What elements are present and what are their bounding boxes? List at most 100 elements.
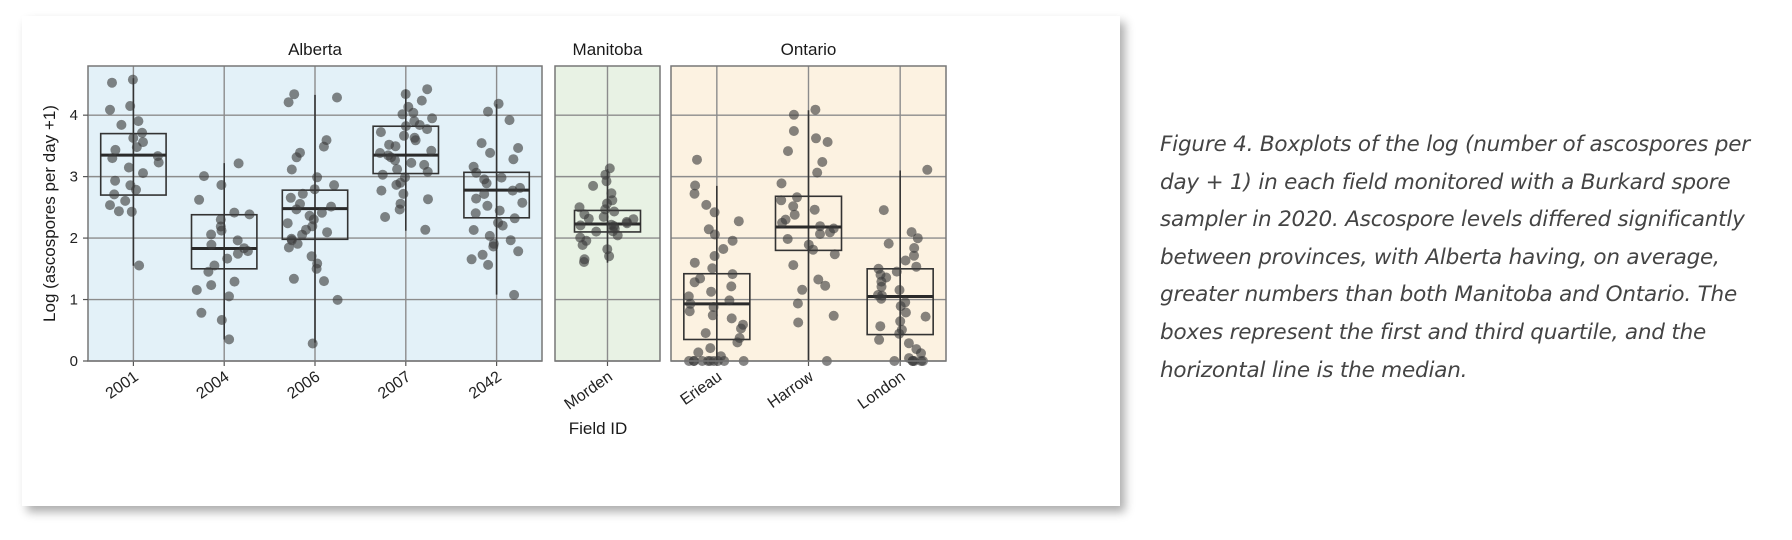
point-2004-11 <box>206 239 217 250</box>
point-2042-13 <box>507 185 518 196</box>
point-Harrow-28 <box>792 298 803 309</box>
point-2001-2 <box>125 101 136 111</box>
point-2007-10 <box>422 124 433 135</box>
xtick-label-Morden: Morden <box>562 368 616 413</box>
point-2007-32 <box>423 194 433 205</box>
point-2007-9 <box>400 121 411 132</box>
point-2001-9 <box>131 142 142 153</box>
point-2006-23 <box>297 229 308 240</box>
xtick-label-2007: 2007 <box>375 368 414 402</box>
point-2004-4 <box>229 207 240 218</box>
point-2006-22 <box>322 227 333 238</box>
point-2007-35 <box>380 212 391 222</box>
point-2007-26 <box>377 169 388 180</box>
point-2004-1 <box>199 171 209 182</box>
point-Erieau-10 <box>709 251 720 261</box>
point-Morden-11 <box>598 211 609 222</box>
point-London-30 <box>916 348 926 359</box>
point-2004-5 <box>244 209 255 220</box>
point-Erieau-4 <box>709 207 720 218</box>
alberta-panel-border <box>87 65 543 362</box>
point-London-15 <box>894 285 905 295</box>
point-Erieau-22 <box>684 306 695 317</box>
point-London-4 <box>883 238 894 249</box>
point-2001-6 <box>137 127 148 138</box>
xtick-label-2004: 2004 <box>194 368 233 402</box>
point-Erieau-8 <box>727 235 738 246</box>
point-Erieau-31 <box>693 347 704 358</box>
xtick-label-London: London <box>855 368 908 413</box>
point-2006-34 <box>307 338 318 349</box>
point-2007-12 <box>399 130 409 141</box>
point-Morden-2 <box>601 176 612 187</box>
point-Erieau-15 <box>689 277 700 288</box>
point-Harrow-15 <box>777 217 788 228</box>
point-Erieau-5 <box>733 216 744 227</box>
point-2006-28 <box>306 251 317 262</box>
boxplot-chart: Alberta 2001 2004 2006 2007 2042 Manitoba Morde… <box>40 40 947 438</box>
point-Harrow-12 <box>809 204 820 215</box>
point-Erieau-29 <box>732 337 743 348</box>
point-2006-10 <box>309 184 320 195</box>
point-2004-16 <box>209 260 220 271</box>
point-Harrow-4 <box>822 137 833 147</box>
point-Harrow-19 <box>815 229 825 239</box>
point-2001-5 <box>116 119 127 130</box>
point-2007-24 <box>392 164 403 175</box>
x-axis-title: Field ID <box>569 419 628 438</box>
point-2007-30 <box>376 185 387 196</box>
point-2042-9 <box>496 172 507 183</box>
point-2006-26 <box>292 238 303 249</box>
point-2042-16 <box>517 197 528 208</box>
point-Harrow-10 <box>776 195 787 206</box>
point-2004-10 <box>232 235 243 246</box>
point-Erieau-9 <box>718 244 729 254</box>
point-London-0 <box>922 164 933 175</box>
point-2042-29 <box>477 249 488 260</box>
point-Harrow-20 <box>782 234 793 244</box>
point-2007-18 <box>375 148 385 158</box>
point-2006-19 <box>282 218 293 229</box>
ytick-label-3: 3 <box>70 169 78 186</box>
xtick-label-Erieau: Erieau <box>677 368 725 408</box>
point-2004-21 <box>224 291 234 302</box>
point-2004-22 <box>196 307 207 318</box>
ontario-panel-title: Ontario <box>781 40 837 59</box>
box-Erieau <box>683 272 751 341</box>
figure-caption: Figure 4. Boxplots of the log (number of… <box>1160 132 1750 383</box>
point-Harrow-16 <box>815 221 826 232</box>
point-2007-22 <box>406 157 417 168</box>
point-2004-9 <box>206 229 217 240</box>
point-2004-0 <box>233 158 244 169</box>
point-2042-24 <box>484 230 495 241</box>
point-Harrow-2 <box>788 126 799 136</box>
point-2042-17 <box>482 200 493 211</box>
point-2042-32 <box>509 289 520 300</box>
point-2042-0 <box>493 98 504 109</box>
point-2042-2 <box>504 115 515 126</box>
point-2007-6 <box>427 113 438 124</box>
point-2042-15 <box>471 193 482 204</box>
point-2006-31 <box>288 273 299 284</box>
ytick-label-0: 0 <box>70 353 78 370</box>
point-Erieau-0 <box>692 154 702 165</box>
point-Morden-20 <box>591 226 602 237</box>
alberta-panel-title: Alberta <box>288 40 342 59</box>
point-2042-30 <box>466 254 477 265</box>
point-Harrow-24 <box>788 260 799 271</box>
point-Erieau-20 <box>685 298 696 309</box>
point-2006-11 <box>297 188 308 199</box>
box-2004 <box>190 213 258 270</box>
point-Erieau-27 <box>700 328 711 339</box>
point-Morden-13 <box>583 213 594 224</box>
point-Morden-7 <box>574 202 585 213</box>
ontario-panel-border <box>670 65 947 362</box>
point-2001-15 <box>138 168 148 179</box>
point-2004-24 <box>224 334 235 345</box>
point-2001-3 <box>105 104 115 115</box>
point-London-7 <box>900 255 911 266</box>
point-London-6 <box>909 250 919 261</box>
point-Erieau-30 <box>705 343 716 354</box>
point-Harrow-6 <box>817 157 828 167</box>
point-2042-8 <box>471 167 482 178</box>
